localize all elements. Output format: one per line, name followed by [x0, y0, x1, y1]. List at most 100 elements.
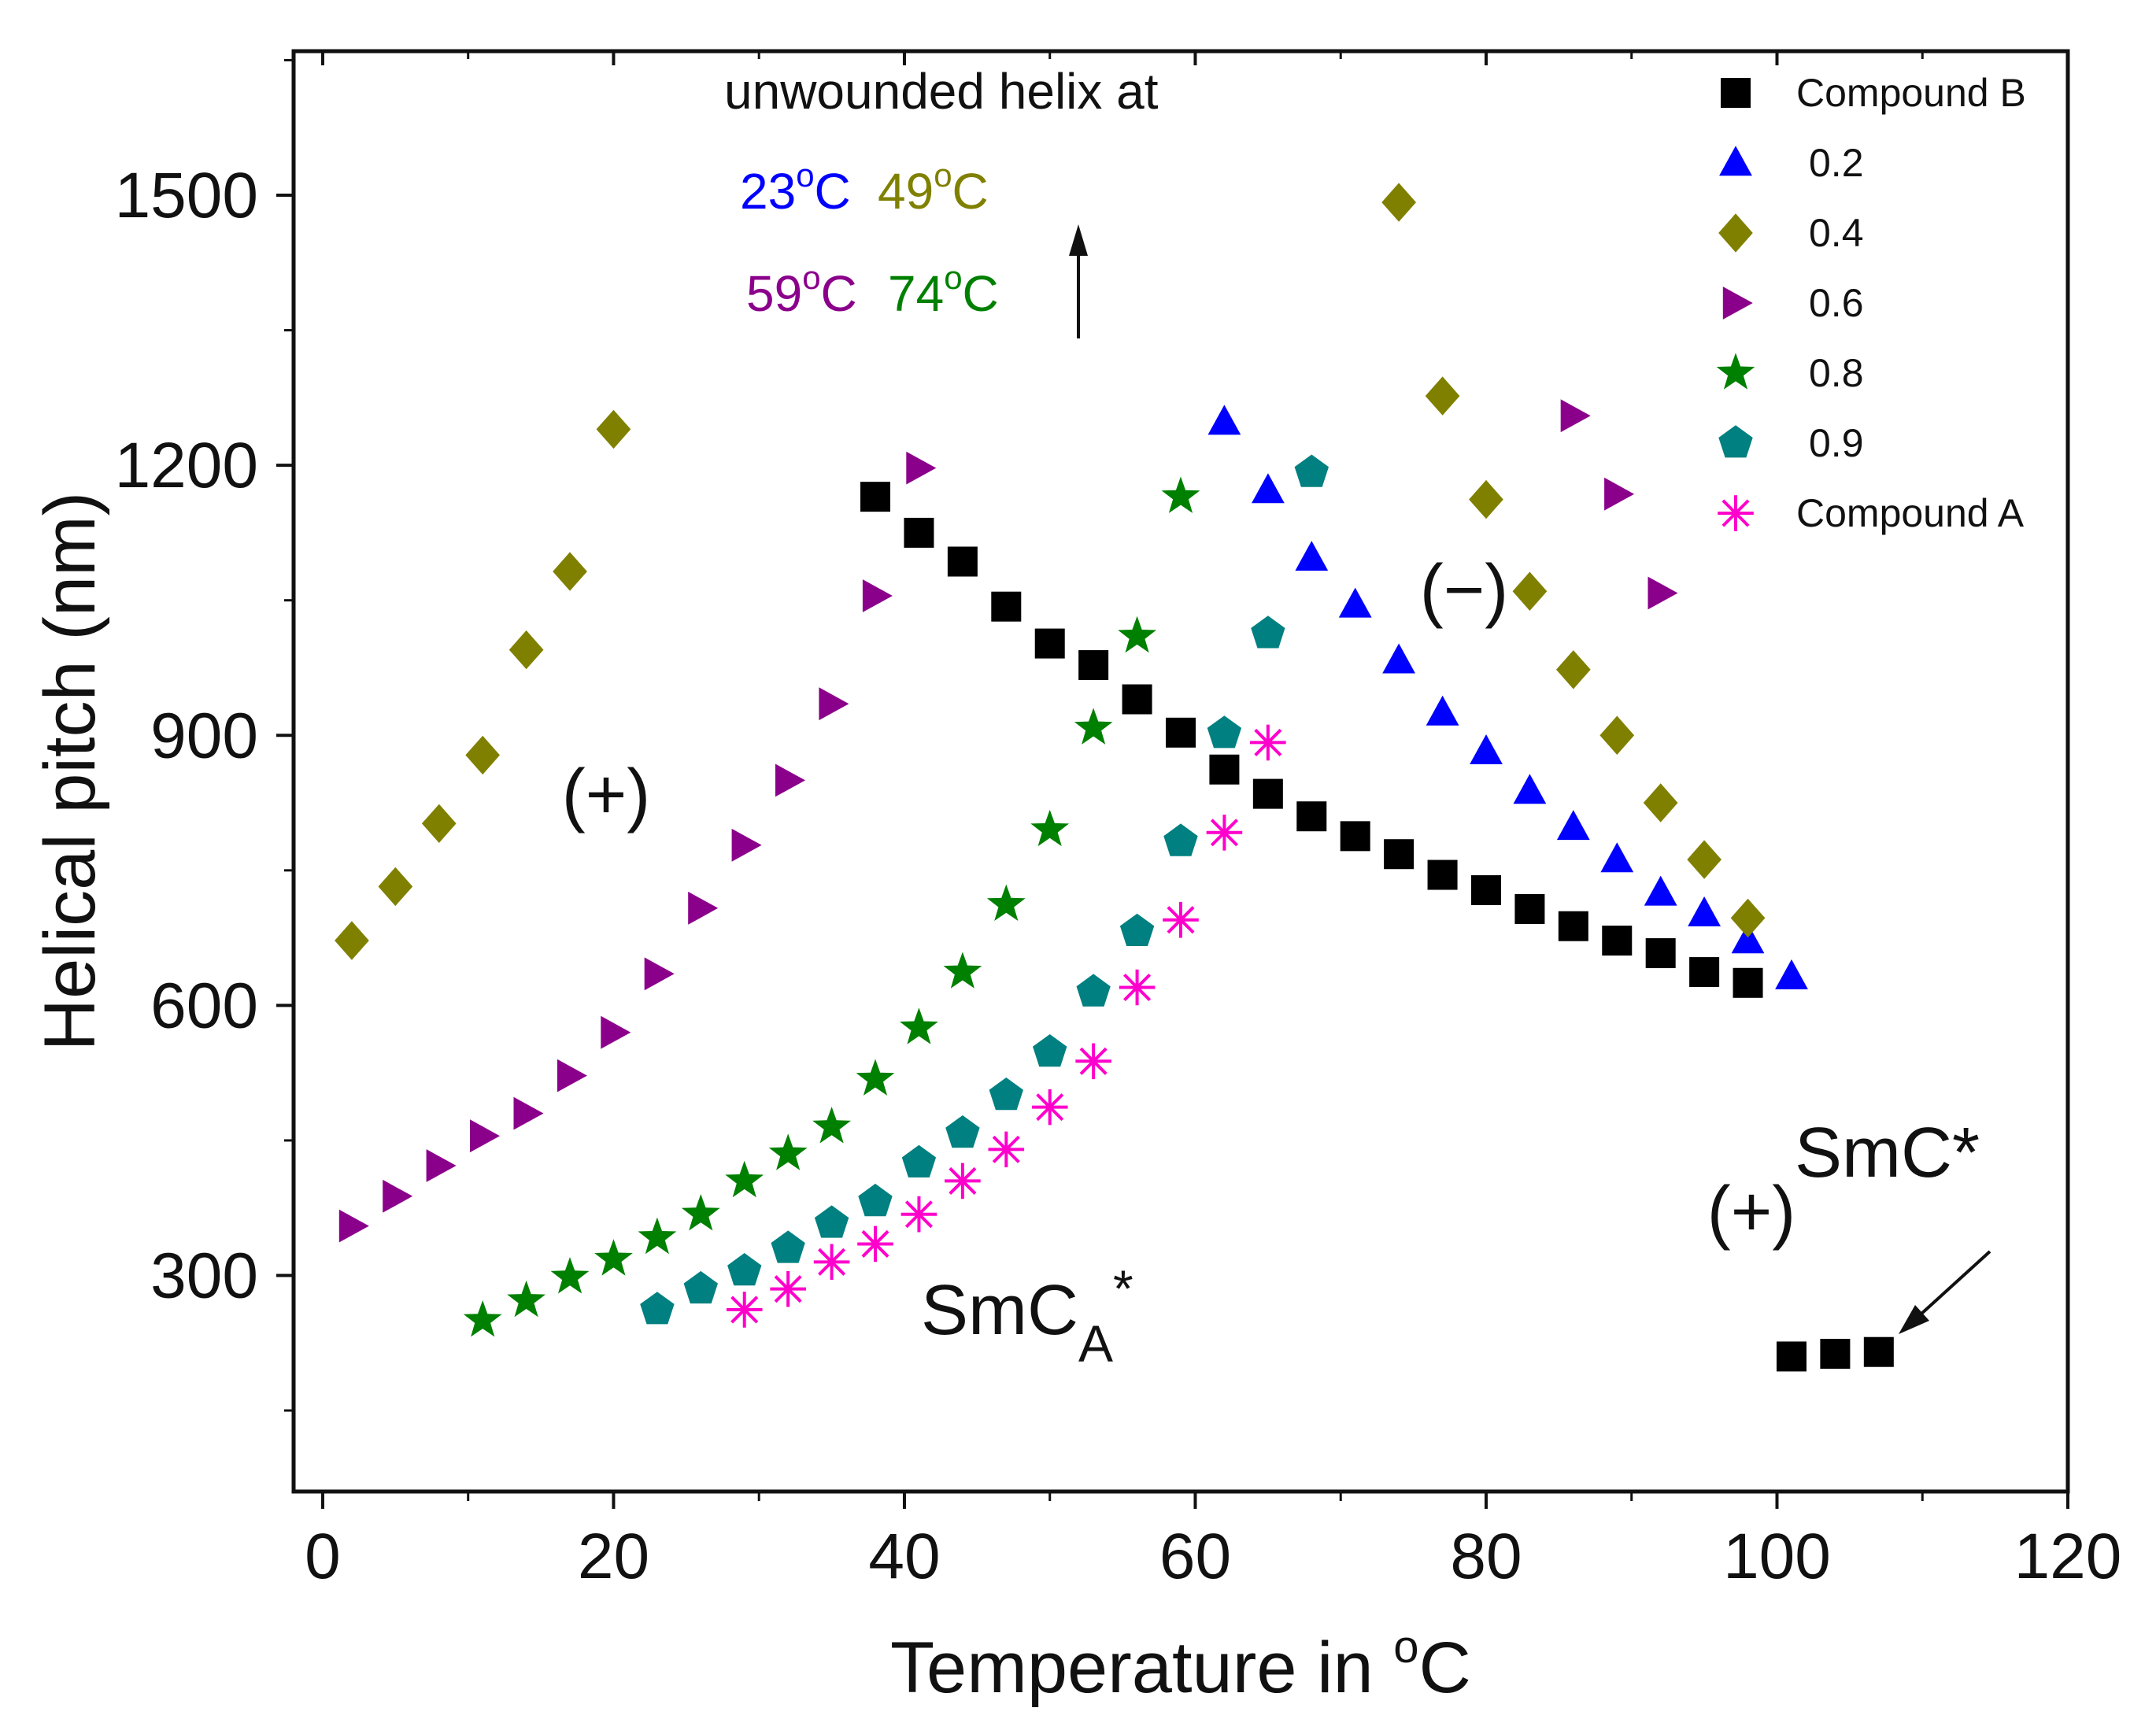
data-point	[1294, 454, 1329, 487]
arrow-up-icon	[1069, 224, 1088, 338]
legend-entry: 0.2	[1719, 141, 1864, 185]
y-axis-ticks: 300 600 900 1200 1500	[115, 58, 294, 1412]
data-point	[596, 409, 631, 449]
data-point	[594, 1239, 633, 1276]
series-0-2	[1207, 405, 1808, 989]
data-point	[1252, 473, 1285, 504]
data-point	[1645, 938, 1676, 969]
legend-entry: Compound A	[1718, 491, 2025, 535]
data-point	[860, 482, 891, 512]
data-point	[640, 1292, 675, 1325]
data-point	[1470, 874, 1501, 905]
data-point	[557, 1059, 587, 1092]
label-smca-phase: SmCA*	[921, 1259, 1133, 1373]
data-point	[1206, 814, 1243, 851]
data-point	[335, 921, 369, 960]
data-point	[1775, 959, 1808, 989]
x-tick-label: 20	[578, 1521, 649, 1592]
legend-entry: Compound B	[1721, 71, 2026, 115]
data-point	[688, 891, 719, 925]
x-tick-label: 100	[1723, 1521, 1831, 1592]
x-tick-label: 80	[1450, 1521, 1522, 1592]
data-point	[814, 1205, 849, 1238]
data-point	[1604, 477, 1635, 511]
data-point	[768, 1133, 808, 1170]
series-0-6	[338, 399, 1678, 1243]
data-point	[1381, 183, 1416, 222]
data-point	[904, 517, 934, 548]
y-axis-title: Helical pitch (nm)	[30, 492, 110, 1052]
plot-frame	[291, 49, 2070, 1494]
data-point	[1776, 1341, 1807, 1372]
data-point	[819, 687, 849, 721]
legend: Compound B 0.2 0.4 0.6 0.8 0.9 Compound A	[1716, 71, 2026, 535]
data-point	[1469, 479, 1503, 519]
data-point	[1644, 875, 1677, 906]
data-point	[1602, 926, 1633, 956]
data-point	[421, 804, 457, 843]
data-point	[1033, 1034, 1067, 1067]
data-point	[731, 828, 762, 862]
data-point	[900, 1007, 938, 1044]
data-point	[1163, 901, 1199, 938]
series-0-4	[335, 183, 1766, 960]
annotation-unwound-temp-23: 23oC	[740, 157, 851, 220]
data-point	[1296, 801, 1327, 832]
data-point	[1209, 754, 1240, 785]
data-point	[1119, 969, 1156, 1006]
data-point	[550, 1257, 590, 1294]
y-tick-label: 600	[150, 970, 258, 1041]
data-point	[1863, 1336, 1894, 1367]
data-point	[1034, 628, 1065, 659]
data-point	[508, 630, 544, 670]
series-0-8	[463, 476, 1200, 1337]
data-point	[681, 1194, 720, 1231]
data-point	[1648, 576, 1678, 610]
data-point	[1599, 715, 1635, 755]
data-point	[1338, 587, 1372, 618]
legend-marker	[1718, 213, 1753, 253]
data-point	[945, 1163, 981, 1200]
data-point	[1161, 476, 1200, 513]
annotation-unwound-temp-49: 49oC	[878, 157, 989, 220]
legend-label: 0.4	[1809, 211, 1864, 255]
data-point	[1556, 650, 1591, 689]
data-point	[1689, 957, 1720, 988]
data-point	[378, 867, 413, 907]
data-point	[1688, 896, 1721, 926]
x-axis-title: Temperature in oC	[890, 1621, 1471, 1708]
data-point	[1731, 923, 1765, 954]
legend-entry: 0.4	[1718, 211, 1864, 255]
legend-entry: 0.9	[1718, 421, 1864, 465]
annotation-plus-right: (+)	[1707, 1173, 1796, 1251]
annotation-unwound-title: unwounded helix at	[724, 63, 1159, 120]
data-point	[1295, 541, 1329, 571]
legend-label: 0.2	[1809, 141, 1864, 185]
data-point	[463, 1300, 502, 1337]
data-point	[775, 763, 805, 797]
data-point	[1250, 724, 1286, 761]
legend-entry: 0.6	[1722, 281, 1864, 325]
data-point	[1512, 571, 1548, 611]
data-point	[1076, 974, 1111, 1007]
data-point	[991, 591, 1022, 622]
data-point	[947, 546, 978, 577]
data-point	[862, 579, 893, 612]
data-point	[726, 1292, 763, 1328]
data-point	[1078, 650, 1109, 681]
legend-label: Compound B	[1796, 71, 2026, 115]
data-point	[1207, 715, 1242, 749]
data-point	[727, 1253, 762, 1286]
data-point	[1074, 708, 1113, 745]
data-point	[1122, 684, 1152, 715]
data-point	[1687, 840, 1721, 879]
data-point	[1558, 911, 1588, 941]
x-tick-label: 40	[868, 1521, 940, 1592]
annotation-plus-left: (+)	[562, 756, 651, 834]
annotation-unwound-temp-59: 59oC	[746, 259, 857, 322]
data-point	[1733, 967, 1763, 998]
data-point	[1030, 809, 1070, 847]
data-point	[986, 884, 1026, 921]
legend-marker	[1718, 425, 1753, 458]
x-tick-label: 120	[2014, 1521, 2122, 1592]
